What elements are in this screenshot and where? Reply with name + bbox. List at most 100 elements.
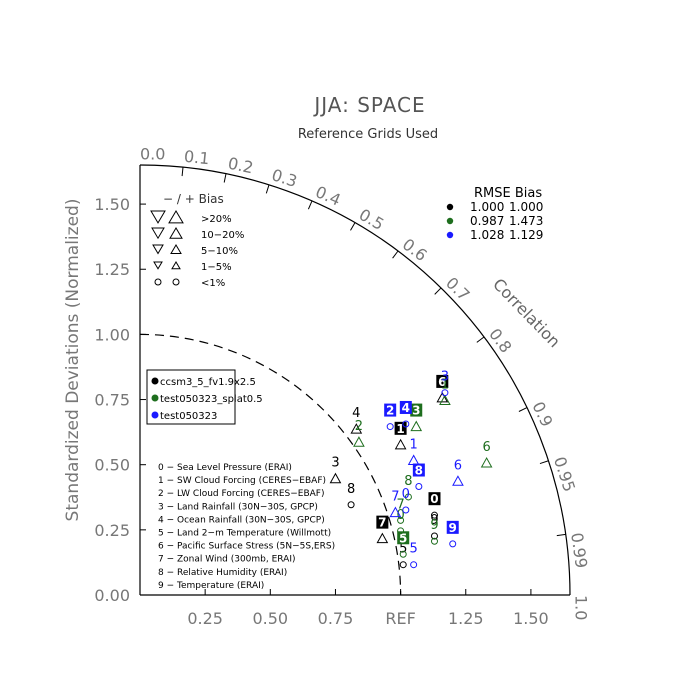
bias-legend-label: 10−20% <box>201 230 244 241</box>
point-label-box <box>436 374 449 388</box>
data-point: 0 <box>396 508 405 535</box>
variable-key-item: 7 − Zonal Wind (300mb, ERAI) <box>158 555 296 565</box>
y-tick-label: 1.00 <box>94 325 130 344</box>
bias-legend-label: <1% <box>201 278 225 289</box>
bias-legend-label: 5−10% <box>201 246 238 257</box>
corr-tick <box>556 533 566 537</box>
marker-circle <box>415 483 423 491</box>
variable-key-item: 1 − SW Cloud Forcing (CERES−EBAF) <box>158 476 326 486</box>
marker-circle <box>386 423 394 431</box>
rmse-table-header: RMSE Bias <box>474 186 542 201</box>
corr-tick <box>223 173 227 183</box>
marker-circle <box>402 506 410 514</box>
variable-key-item: 6 − Pacific Surface Stress (5N−5S,ERS) <box>158 542 335 552</box>
marker-circle <box>430 532 438 540</box>
point-label-box <box>394 421 407 435</box>
series-name: test050323_splat0.5 <box>160 394 263 405</box>
bias-legend: − / + Bias >20% 10−20% 5−10% 1−5% <1% <box>150 192 244 289</box>
bias-value: 1.473 <box>509 214 543 228</box>
corr-tick-label: 0.4 <box>313 182 344 210</box>
point-label: 5 <box>399 531 407 545</box>
variable-key: 0 − Sea Level Pressure (ERAI) 1 − SW Clou… <box>158 463 335 591</box>
corr-tick-label: 0.9 <box>528 399 556 430</box>
point-label: 1 <box>396 422 404 436</box>
corr-tick-label: 0.1 <box>183 147 210 168</box>
data-point: 8 <box>347 482 355 509</box>
corr-tick-label: 0.7 <box>442 273 473 304</box>
data-point: 3 <box>329 456 342 484</box>
bias-up-marker <box>169 227 183 239</box>
rmse-value: 0.987 <box>470 214 504 228</box>
marker-triangle <box>439 394 451 406</box>
corr-tick <box>539 460 549 465</box>
corr-tick-label: 0.8 <box>485 325 515 357</box>
point-label-box <box>397 531 410 545</box>
marker-triangle <box>350 423 363 434</box>
corr-tick-label: 0.3 <box>269 165 299 191</box>
rmse-value: 1.000 <box>470 200 504 214</box>
bias-up-marker <box>171 261 181 270</box>
point-label: 6 <box>482 440 490 455</box>
marker-triangle <box>329 472 342 484</box>
point-label: 7 <box>378 516 386 530</box>
marker-circle <box>404 493 412 501</box>
bias-value: 1.129 <box>509 228 543 242</box>
data-point: 0 <box>428 492 441 519</box>
corr-tick-label: 0.2 <box>226 154 255 178</box>
corr-tick-label: 0.5 <box>356 205 388 234</box>
bias-down-marker <box>152 244 164 255</box>
corr-tick-label: 0.95 <box>550 454 579 494</box>
data-point: 8 <box>412 463 425 491</box>
marker-triangle <box>389 506 402 518</box>
data-point: 6 <box>480 440 493 468</box>
corr-tick <box>181 167 184 177</box>
point-label: 3 <box>412 404 420 418</box>
point-label-box <box>412 463 425 477</box>
marker-circle <box>402 420 410 428</box>
axis-ticks: 0.25 0.50 0.75 REF 1.25 1.500.000.250.500.751… <box>94 195 548 628</box>
marker-triangle <box>394 438 407 450</box>
y-tick-label: 0.75 <box>94 391 130 410</box>
series-dot <box>151 377 159 385</box>
marker-triangle <box>376 532 389 544</box>
corr-tick-label: 0.0 <box>140 145 165 164</box>
data-point: 5 <box>397 531 410 558</box>
corr-tick <box>307 200 313 210</box>
point-label-box <box>446 520 459 534</box>
point-label: 0 <box>396 508 404 523</box>
series-dot <box>151 394 159 402</box>
bias-legend-label: 1−5% <box>201 262 232 273</box>
marker-triangle <box>480 457 493 468</box>
y-tick-label: 1.25 <box>94 260 130 279</box>
data-point: 9 <box>446 520 459 548</box>
bias-circle-marker <box>172 278 180 286</box>
marker-circle <box>399 550 407 558</box>
variable-key-item: 8 − Relative Humidity (ERAI) <box>158 568 287 578</box>
corr-tick-label: 0.6 <box>399 235 431 265</box>
variable-key-item: 2 − LW Cloud Forcing (CERES−EBAF) <box>158 489 324 499</box>
point-label: 5 <box>399 542 407 557</box>
point-label-box <box>384 403 397 417</box>
rmse-series-dot <box>446 217 454 225</box>
corr-tick <box>392 250 399 259</box>
rmse-series-dot <box>446 203 454 211</box>
marker-circle <box>397 516 405 524</box>
x-tick-label: 1.50 <box>513 609 549 628</box>
marker-circle <box>410 561 418 569</box>
marker-triangle <box>452 475 464 486</box>
bias-down-marker <box>153 261 163 270</box>
outer-arc <box>139 164 571 596</box>
bias-value: 1.000 <box>509 200 543 214</box>
marker-circle <box>347 501 355 509</box>
point-label: 2 <box>386 404 394 418</box>
point-label: 5 <box>409 542 417 557</box>
point-label: 8 <box>347 482 355 497</box>
data-point: 7 <box>389 490 402 518</box>
bias-down-marker <box>150 210 166 224</box>
data-point: 0 <box>402 487 410 514</box>
point-label-box <box>410 403 423 417</box>
point-label: 0 <box>402 487 410 502</box>
point-label: 0 <box>430 492 438 506</box>
data-point: 1 <box>439 378 451 406</box>
